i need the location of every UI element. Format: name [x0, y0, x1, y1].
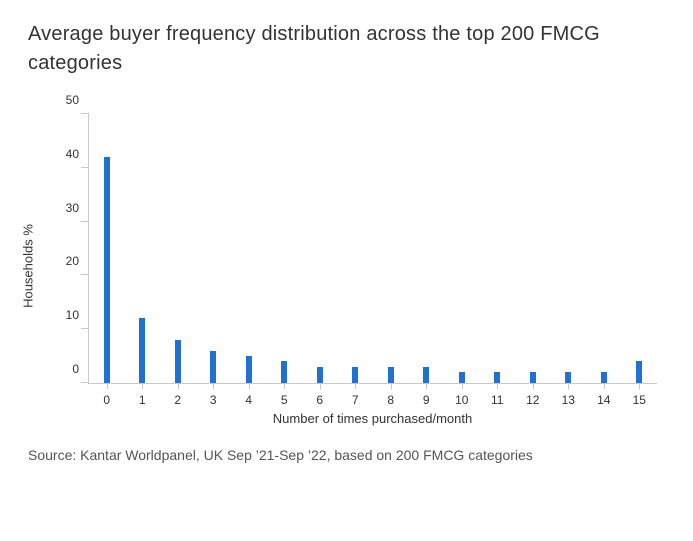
y-tick	[81, 167, 89, 168]
x-tick	[533, 383, 534, 389]
x-tick	[355, 383, 356, 389]
x-tick	[107, 383, 108, 389]
bar	[423, 367, 429, 383]
x-tick-label: 8	[387, 393, 394, 407]
y-tick	[81, 274, 89, 275]
x-tick-label: 11	[491, 393, 503, 407]
plot-area: 010203040500123456789101112131415	[88, 114, 657, 384]
x-tick-label: 10	[455, 393, 468, 407]
y-tick-label: 40	[55, 147, 79, 161]
bar	[281, 361, 287, 383]
y-tick	[81, 382, 89, 383]
y-tick-label: 30	[55, 201, 79, 215]
x-tick	[568, 383, 569, 389]
x-tick	[426, 383, 427, 389]
x-tick-label: 12	[526, 393, 539, 407]
bar	[352, 367, 358, 383]
x-tick-label: 14	[597, 393, 610, 407]
y-tick-label: 0	[55, 362, 79, 376]
x-tick	[462, 383, 463, 389]
bar	[210, 351, 216, 383]
x-tick	[497, 383, 498, 389]
bar	[139, 318, 145, 383]
x-tick-label: 2	[174, 393, 181, 407]
x-tick-label: 3	[210, 393, 217, 407]
x-tick	[249, 383, 250, 389]
y-tick-label: 10	[55, 308, 79, 322]
x-tick-label: 13	[562, 393, 575, 407]
x-tick	[284, 383, 285, 389]
bar	[601, 372, 607, 383]
bar	[317, 367, 323, 383]
bar	[636, 361, 642, 383]
y-tick	[81, 113, 89, 114]
x-tick-label: 0	[103, 393, 110, 407]
bar	[175, 340, 181, 383]
chart-title: Average buyer frequency distribution acr…	[28, 20, 665, 78]
x-tick-label: 7	[352, 393, 359, 407]
source-text: Source: Kantar Worldpanel, UK Sep ’21-Se…	[28, 444, 665, 468]
bar	[459, 372, 465, 383]
bar	[530, 372, 536, 383]
x-tick	[320, 383, 321, 389]
bar	[494, 372, 500, 383]
x-tick	[604, 383, 605, 389]
x-tick-label: 5	[281, 393, 288, 407]
y-tick-label: 20	[55, 254, 79, 268]
bar	[388, 367, 394, 383]
x-tick-label: 6	[316, 393, 323, 407]
x-axis-label: Number of times purchased/month	[88, 411, 657, 426]
y-axis-label: Households %	[21, 224, 36, 308]
bar	[246, 356, 252, 383]
x-tick	[639, 383, 640, 389]
chart-container: Households % 010203040500123456789101112…	[50, 106, 665, 426]
x-tick	[142, 383, 143, 389]
bar	[565, 372, 571, 383]
bar	[104, 157, 110, 383]
y-tick	[81, 328, 89, 329]
x-tick	[178, 383, 179, 389]
x-tick-label: 1	[139, 393, 146, 407]
x-tick-label: 9	[423, 393, 430, 407]
y-tick	[81, 221, 89, 222]
x-tick-label: 15	[633, 393, 646, 407]
x-tick-label: 4	[245, 393, 252, 407]
x-tick	[213, 383, 214, 389]
x-tick	[391, 383, 392, 389]
y-tick-label: 50	[55, 93, 79, 107]
